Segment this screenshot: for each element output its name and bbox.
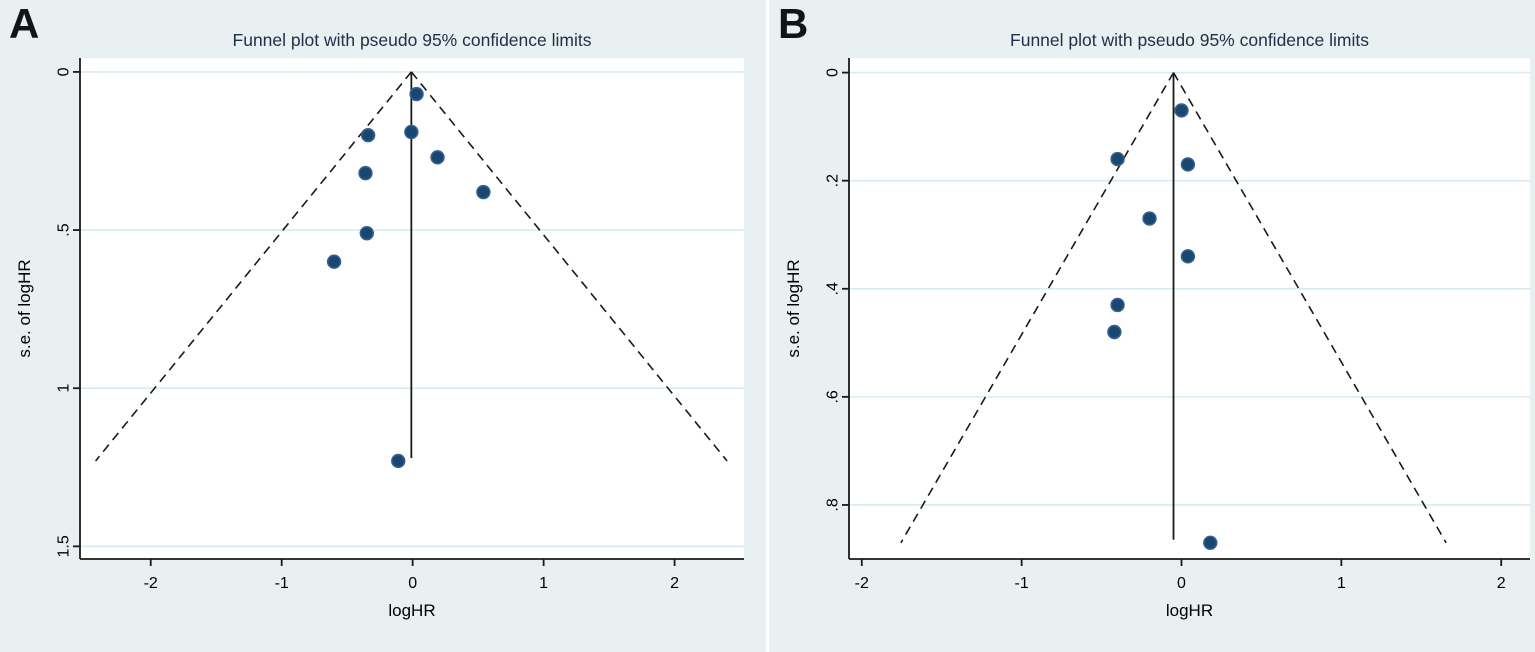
study-point [360,127,376,143]
y-tick-label: 0 [825,68,842,77]
x-tick-label: 2 [670,575,679,592]
x-tick-label: 0 [1177,575,1186,592]
funnel-dashed-left [94,71,412,462]
y-tick-label: 1.5 [56,535,73,557]
x-tick-label: 2 [1497,575,1506,592]
study-point [476,184,491,200]
chart-title: Funnel plot with pseudo 95% confidence l… [233,30,592,50]
study-point [430,150,445,165]
x-tick-label: -2 [144,575,158,592]
study-point [1142,211,1157,226]
funnel-chart-svg-a: 0 .5 1 1.5 -2 -1 0 1 2 Funnel plot with pseudo 95… [15,30,744,620]
study-point [1180,249,1196,264]
x-axis-label: logHR [388,601,435,620]
panel-b-label: B [778,0,809,47]
funnel-chart-svg-b: 0 .2 .4 .6 .8 -2 -1 0 1 2 Funnel plot with pseudo … [784,30,1530,620]
study-point [1107,324,1122,340]
chart-title: Funnel plot with pseudo 95% confidence l… [1010,30,1369,50]
panel-b: B 0 .2 .4 .6 .8 -2 -1 0 1 2 Funnel plot with pseud… [769,0,1535,652]
y-tick-label: .6 [825,390,842,403]
funnel-dashed-right [1172,72,1447,544]
study-point [1180,157,1196,172]
x-tick-label: -1 [1015,575,1029,592]
x-tick-label: 0 [408,575,417,592]
y-tick-label: .8 [825,498,842,511]
funnel-dashed-left [900,72,1175,544]
study-point [1203,535,1218,550]
study-point [1110,151,1125,167]
funnel-dashed-right [410,71,728,462]
y-tick-label: .4 [825,282,842,295]
study-point [359,226,375,241]
x-tick-label: -1 [275,575,289,592]
study-point [358,165,373,181]
y-tick-label: 1 [56,384,73,393]
x-tick-label: 1 [539,575,548,592]
y-axis-label: s.e. of logHR [15,259,34,357]
study-point [1174,103,1189,118]
panel-a: A 0 .5 1 1.5 -2 -1 0 1 2 Funnel plot with pseudo … [0,0,766,652]
y-axis-label: s.e. of logHR [784,259,803,357]
y-tick-label: .2 [825,174,842,187]
plot-area [849,58,1530,559]
study-point [404,124,419,140]
y-tick-label: 0 [56,67,73,76]
panel-a-label: A [9,0,40,47]
study-point [391,453,406,469]
y-tick-label: .5 [56,223,73,236]
x-tick-label: 1 [1337,575,1346,592]
study-point [1110,297,1125,313]
study-point [409,86,424,102]
x-tick-label: -2 [855,575,869,592]
study-point [326,254,342,269]
x-axis-label: logHR [1166,601,1213,620]
